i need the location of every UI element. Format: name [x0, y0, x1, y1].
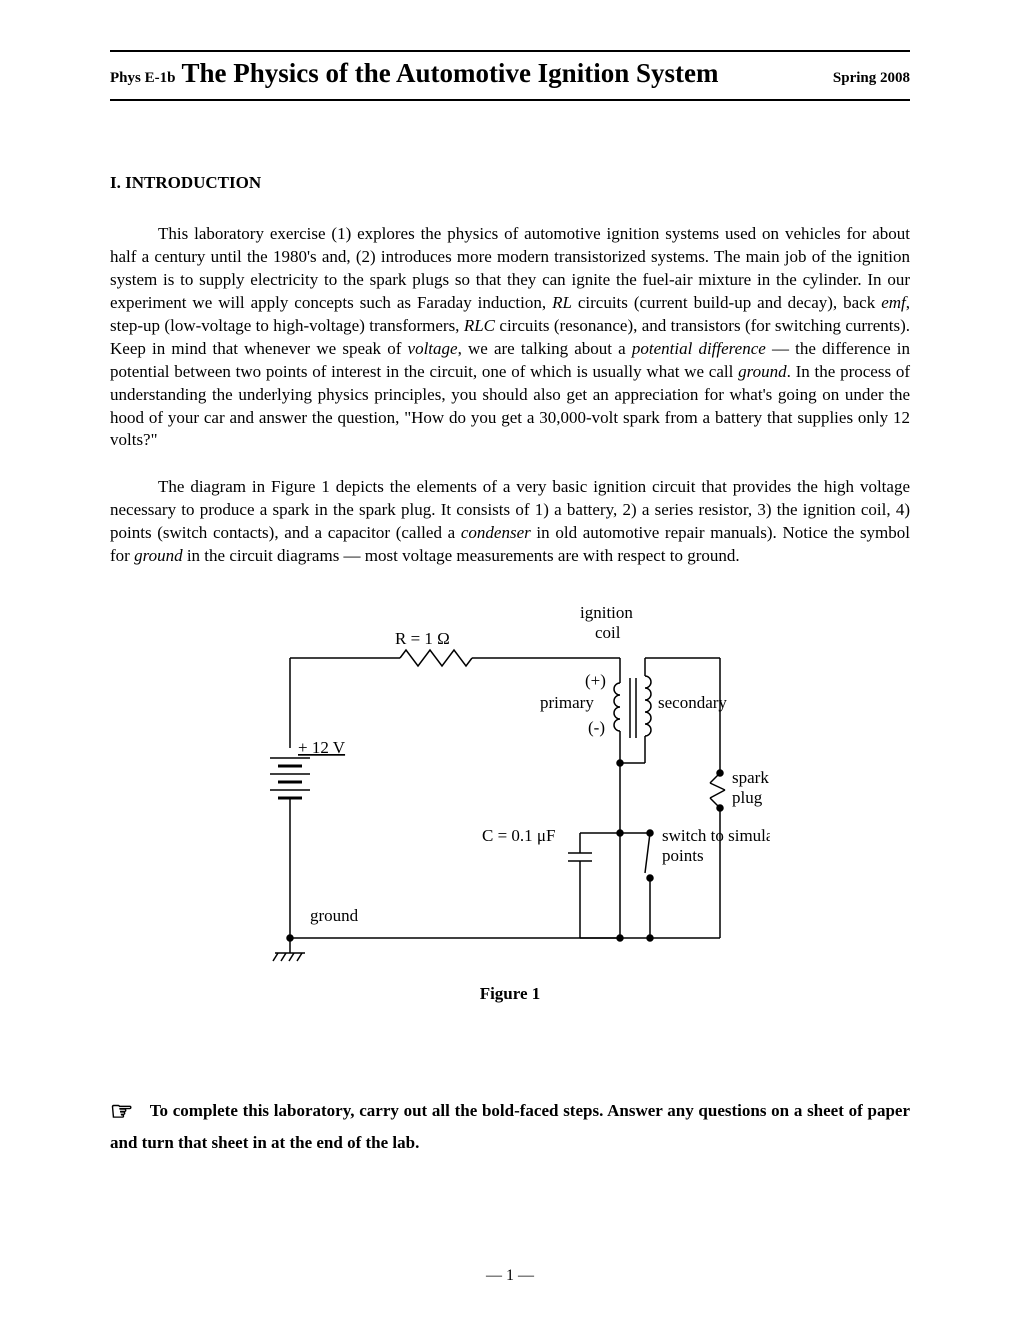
page: Phys E-1b The Physics of the Automotive …: [0, 0, 1020, 1320]
header-rule-bottom: [110, 99, 910, 101]
text-italic: potential difference: [632, 339, 766, 358]
text-italic: RL: [552, 293, 572, 312]
instruction-text: To complete this laboratory, carry out a…: [110, 1101, 910, 1151]
coil-label-2: coil: [595, 623, 621, 642]
plus-label: (+): [585, 671, 606, 690]
page-title: The Physics of the Automotive Ignition S…: [181, 58, 832, 89]
capacitor-label: C = 0.1 μF: [482, 826, 556, 845]
spark-label-2: plug: [732, 788, 763, 807]
pointer-icon: ☞: [110, 1097, 133, 1126]
battery-label: + 12 V: [298, 738, 346, 757]
spark-label-1: spark: [732, 768, 769, 787]
page-number: — 1 —: [0, 1267, 1020, 1285]
resistor-label: R = 1 Ω: [395, 629, 450, 648]
course-code: Phys E-1b: [110, 70, 175, 87]
text-italic: RLC: [464, 316, 495, 335]
text-italic: ground: [134, 546, 183, 565]
paragraph-figure-desc: The diagram in Figure 1 depicts the elem…: [110, 476, 910, 568]
text-italic: condenser: [461, 523, 531, 542]
ground-label: ground: [310, 906, 359, 925]
instruction-block: ☞ To complete this laboratory, carry out…: [110, 1094, 910, 1154]
section-heading: I. INTRODUCTION: [110, 173, 910, 193]
text-italic: ground: [738, 362, 787, 381]
primary-label: primary: [540, 693, 594, 712]
figure-caption: Figure 1: [110, 984, 910, 1004]
switch-label-1: switch to simulate: [662, 826, 770, 845]
switch-label-2: points: [662, 846, 704, 865]
text-run: in the circuit diagrams — most voltage m…: [183, 546, 740, 565]
header-rule-top: [110, 50, 910, 52]
circuit-diagram: R = 1 Ω ignition coil (+) primary (-) se…: [250, 598, 770, 978]
text-run: circuits (current build-up and decay), b…: [572, 293, 881, 312]
paragraph-intro: This laboratory exercise (1) explores th…: [110, 223, 910, 452]
secondary-label: secondary: [658, 693, 727, 712]
figure-1: R = 1 Ω ignition coil (+) primary (-) se…: [110, 598, 910, 1004]
text-italic: emf: [881, 293, 906, 312]
coil-label-1: ignition: [580, 603, 633, 622]
term: Spring 2008: [833, 70, 910, 87]
minus-label: (-): [588, 718, 605, 737]
page-header: Phys E-1b The Physics of the Automotive …: [110, 56, 910, 91]
text-italic: voltage: [408, 339, 458, 358]
text-run: , we are talking about a: [458, 339, 632, 358]
